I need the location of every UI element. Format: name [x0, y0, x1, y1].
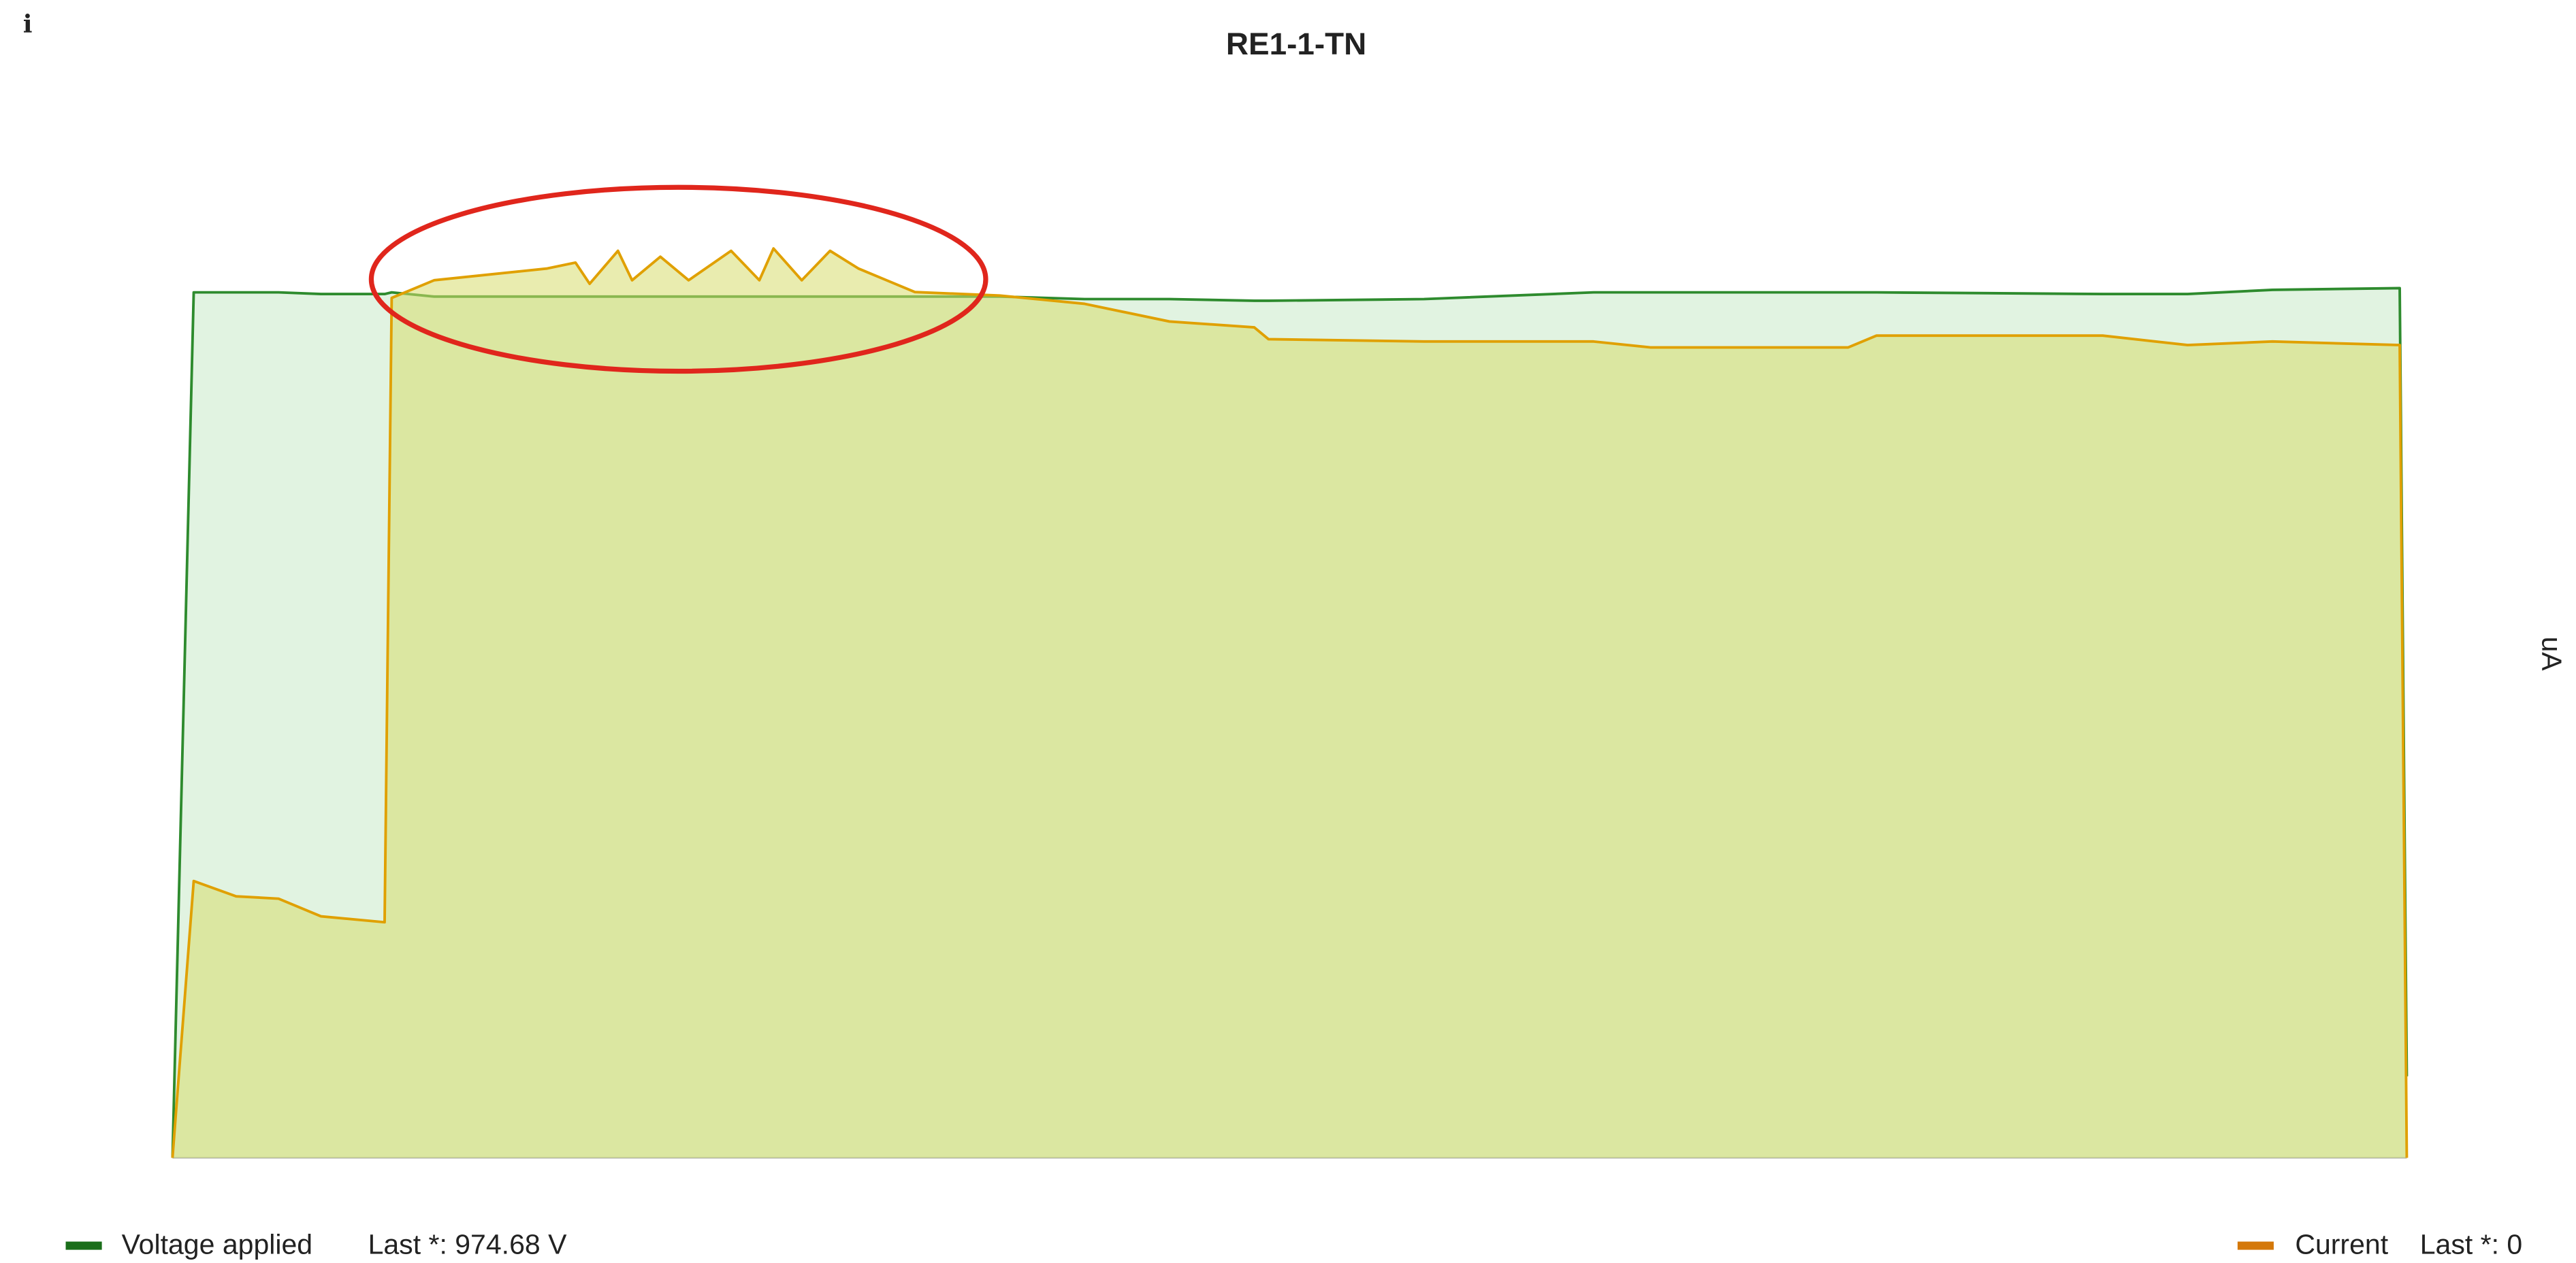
legend-label: Current — [2295, 1229, 2388, 1260]
info-icon[interactable]: i — [23, 10, 33, 39]
highlight-ellipse — [368, 184, 988, 374]
plot — [171, 247, 2409, 1158]
legend-label: Voltage applied — [122, 1229, 313, 1260]
legend-note: Last *: 0 — [2420, 1229, 2522, 1260]
chart-title: RE1-1-TN — [1226, 26, 1366, 61]
labels: Voltage applied Last *: 974.68 V Current La… — [65, 1229, 2522, 1260]
legend-swatch — [2237, 1241, 2274, 1250]
legend-swatch — [65, 1241, 102, 1250]
y2-axis-label: uA — [2537, 636, 2568, 671]
legend-note: Last *: 974.68 V — [368, 1229, 568, 1260]
series-line — [171, 247, 2409, 1158]
series-area — [172, 248, 2407, 1158]
